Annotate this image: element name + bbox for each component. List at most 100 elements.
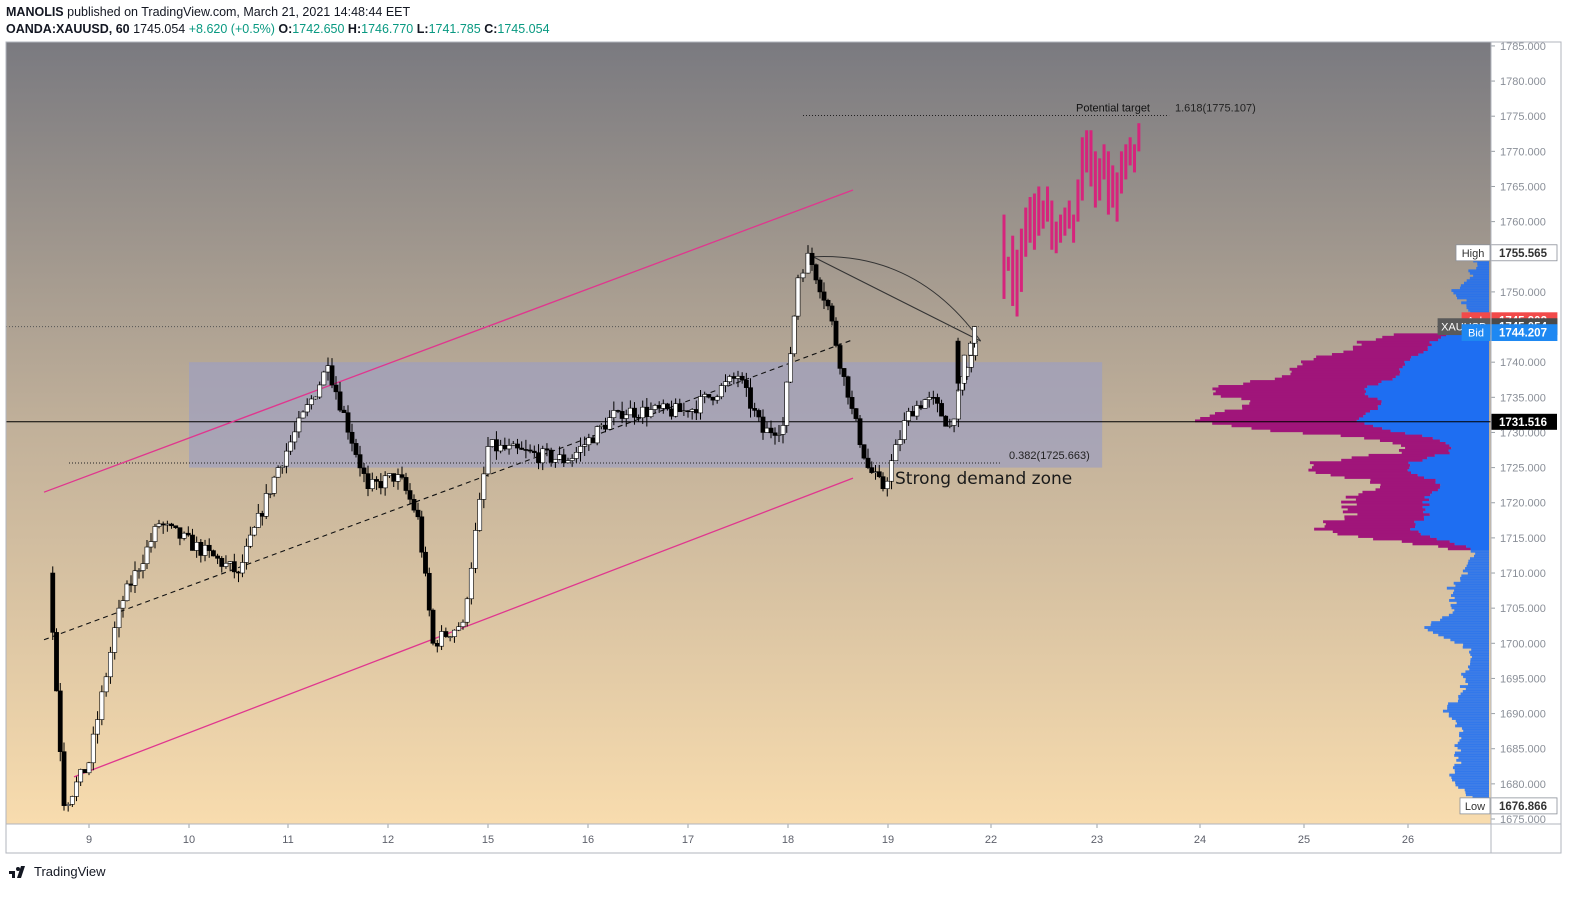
close-value: 1745.054: [497, 22, 550, 36]
candle-body: [263, 493, 269, 517]
price-axis[interactable]: 1675.000 1680.000 1685.000 1690.000 1695.000…: [1491, 41, 1546, 826]
price-axis-label: 1760.000: [1500, 217, 1546, 229]
candle-body: [527, 449, 533, 452]
volume-profile-bar-down: [1212, 421, 1365, 425]
candle-body: [357, 454, 363, 469]
price-axis-label: 1700.000: [1500, 638, 1546, 650]
candle-body: [120, 600, 126, 609]
candle-body: [961, 354, 967, 384]
time-axis-label: 25: [1298, 834, 1310, 846]
volume-profile-bar-up: [1447, 707, 1489, 711]
projection-bar: [1054, 221, 1058, 254]
projection-bar: [1072, 214, 1076, 243]
time-axis-label: 26: [1402, 834, 1414, 846]
candle-body: [304, 404, 310, 413]
candle-body: [656, 405, 662, 409]
volume-profile-bar-up: [1459, 731, 1489, 735]
low-tag-label-box: [1459, 797, 1491, 815]
volume-profile-bar-up: [1448, 714, 1489, 718]
candle-body: [510, 443, 516, 446]
candle-body: [333, 384, 339, 393]
candle-body: [382, 475, 388, 489]
volume-profile-bar-up: [1437, 488, 1489, 492]
candle-body: [415, 509, 421, 518]
volume-profile-bar-down: [1382, 335, 1441, 339]
candle-body: [772, 432, 778, 436]
candle-body: [623, 414, 629, 419]
projection-bar: [1128, 137, 1132, 166]
volume-profile-bar-up: [1463, 675, 1489, 679]
publish-line: MANOLIS published on TradingView.com, Ma…: [6, 5, 410, 19]
low-value: 1741.785: [428, 22, 481, 36]
volume-profile-bar-up: [1404, 360, 1489, 364]
candle-body: [884, 480, 890, 489]
price-axis-label: 1770.000: [1500, 146, 1546, 158]
volume-profile-bar-down: [1224, 409, 1371, 413]
demand-zone-label: Strong demand zone: [895, 469, 1072, 489]
volume-profile-bar-down: [1302, 362, 1406, 366]
candle-body: [391, 473, 397, 482]
projection-bar: [1137, 123, 1141, 152]
candle-body: [124, 583, 130, 601]
volume-profile-bar-down: [1393, 333, 1447, 337]
volume-profile-bar-down: [1331, 353, 1419, 356]
volume-profile-bar-down: [1324, 525, 1416, 529]
volume-profile-bar-up: [1455, 724, 1489, 728]
volume-profile-bar-up: [1459, 734, 1489, 738]
candle-body: [485, 446, 491, 475]
volume-profile-bar-up: [1449, 444, 1489, 447]
candle-body: [865, 457, 871, 468]
author-name[interactable]: MANOLIS: [6, 5, 64, 19]
projection-bar: [1046, 186, 1049, 222]
high-label: H:: [347, 22, 362, 36]
volume-profile-bar-up: [1457, 746, 1489, 750]
candle-body: [723, 381, 728, 386]
candle-body: [498, 444, 504, 452]
candle-body: [61, 751, 67, 806]
volume-profile-bar-up: [1439, 439, 1489, 442]
volume-profile-bar-up: [1382, 426, 1489, 430]
candle-body: [236, 571, 241, 574]
candle-body: [65, 804, 71, 806]
volume-profile-bar-down: [1337, 532, 1421, 536]
volume-profile-bar-up: [1468, 269, 1489, 273]
price-axis-label: 1785.000: [1500, 41, 1546, 53]
volume-profile-bar-down: [1313, 357, 1411, 361]
volume-profile-bar-up: [1447, 704, 1489, 708]
volume-profile-bar-up: [1423, 515, 1489, 519]
symbol-label[interactable]: OANDA:XAUUSD, 60: [6, 22, 130, 36]
volume-profile-bar-up: [1410, 357, 1489, 361]
price-axis-label: 1725.000: [1500, 463, 1546, 475]
candles: [50, 245, 978, 812]
volume-profile-bar-down: [1379, 439, 1440, 442]
volume-profile-bar-down: [1358, 493, 1431, 497]
volume-profile-bar-up: [1469, 276, 1489, 280]
candle-body: [99, 691, 105, 720]
tradingview-brand[interactable]: TradingView: [8, 864, 106, 879]
volume-profile-bar-up: [1410, 463, 1489, 467]
volume-profile-bar-up: [1462, 690, 1489, 693]
candle-body: [845, 376, 851, 398]
volume-profile-bar-up: [1466, 303, 1489, 307]
volume-profile-bar-up: [1452, 778, 1489, 782]
candle-body: [173, 525, 179, 528]
projection-bar: [1119, 151, 1123, 194]
volume-profile-bar-down: [1342, 510, 1424, 514]
candle-body: [876, 471, 882, 477]
volume-profile-bar-up: [1448, 613, 1489, 617]
volume-profile-bar-up: [1443, 635, 1489, 639]
candle-body: [821, 291, 827, 301]
time-axis[interactable]: 9 10 11 12 15 16 17 18 19 22 23 24 25 26: [86, 824, 1414, 846]
open-value: 1742.650: [292, 22, 345, 36]
candle-body: [202, 544, 208, 556]
projection-bar: [1133, 144, 1136, 173]
candle-body: [681, 410, 687, 413]
volume-profile-bar-up: [1470, 658, 1489, 661]
candle-body: [308, 398, 314, 405]
candle-body: [452, 629, 457, 637]
fib-level-label: 1.618(1775.107): [1175, 102, 1256, 114]
candle-body: [296, 417, 302, 433]
volume-profile-bar-down: [1289, 367, 1400, 371]
candle-body: [837, 345, 843, 369]
